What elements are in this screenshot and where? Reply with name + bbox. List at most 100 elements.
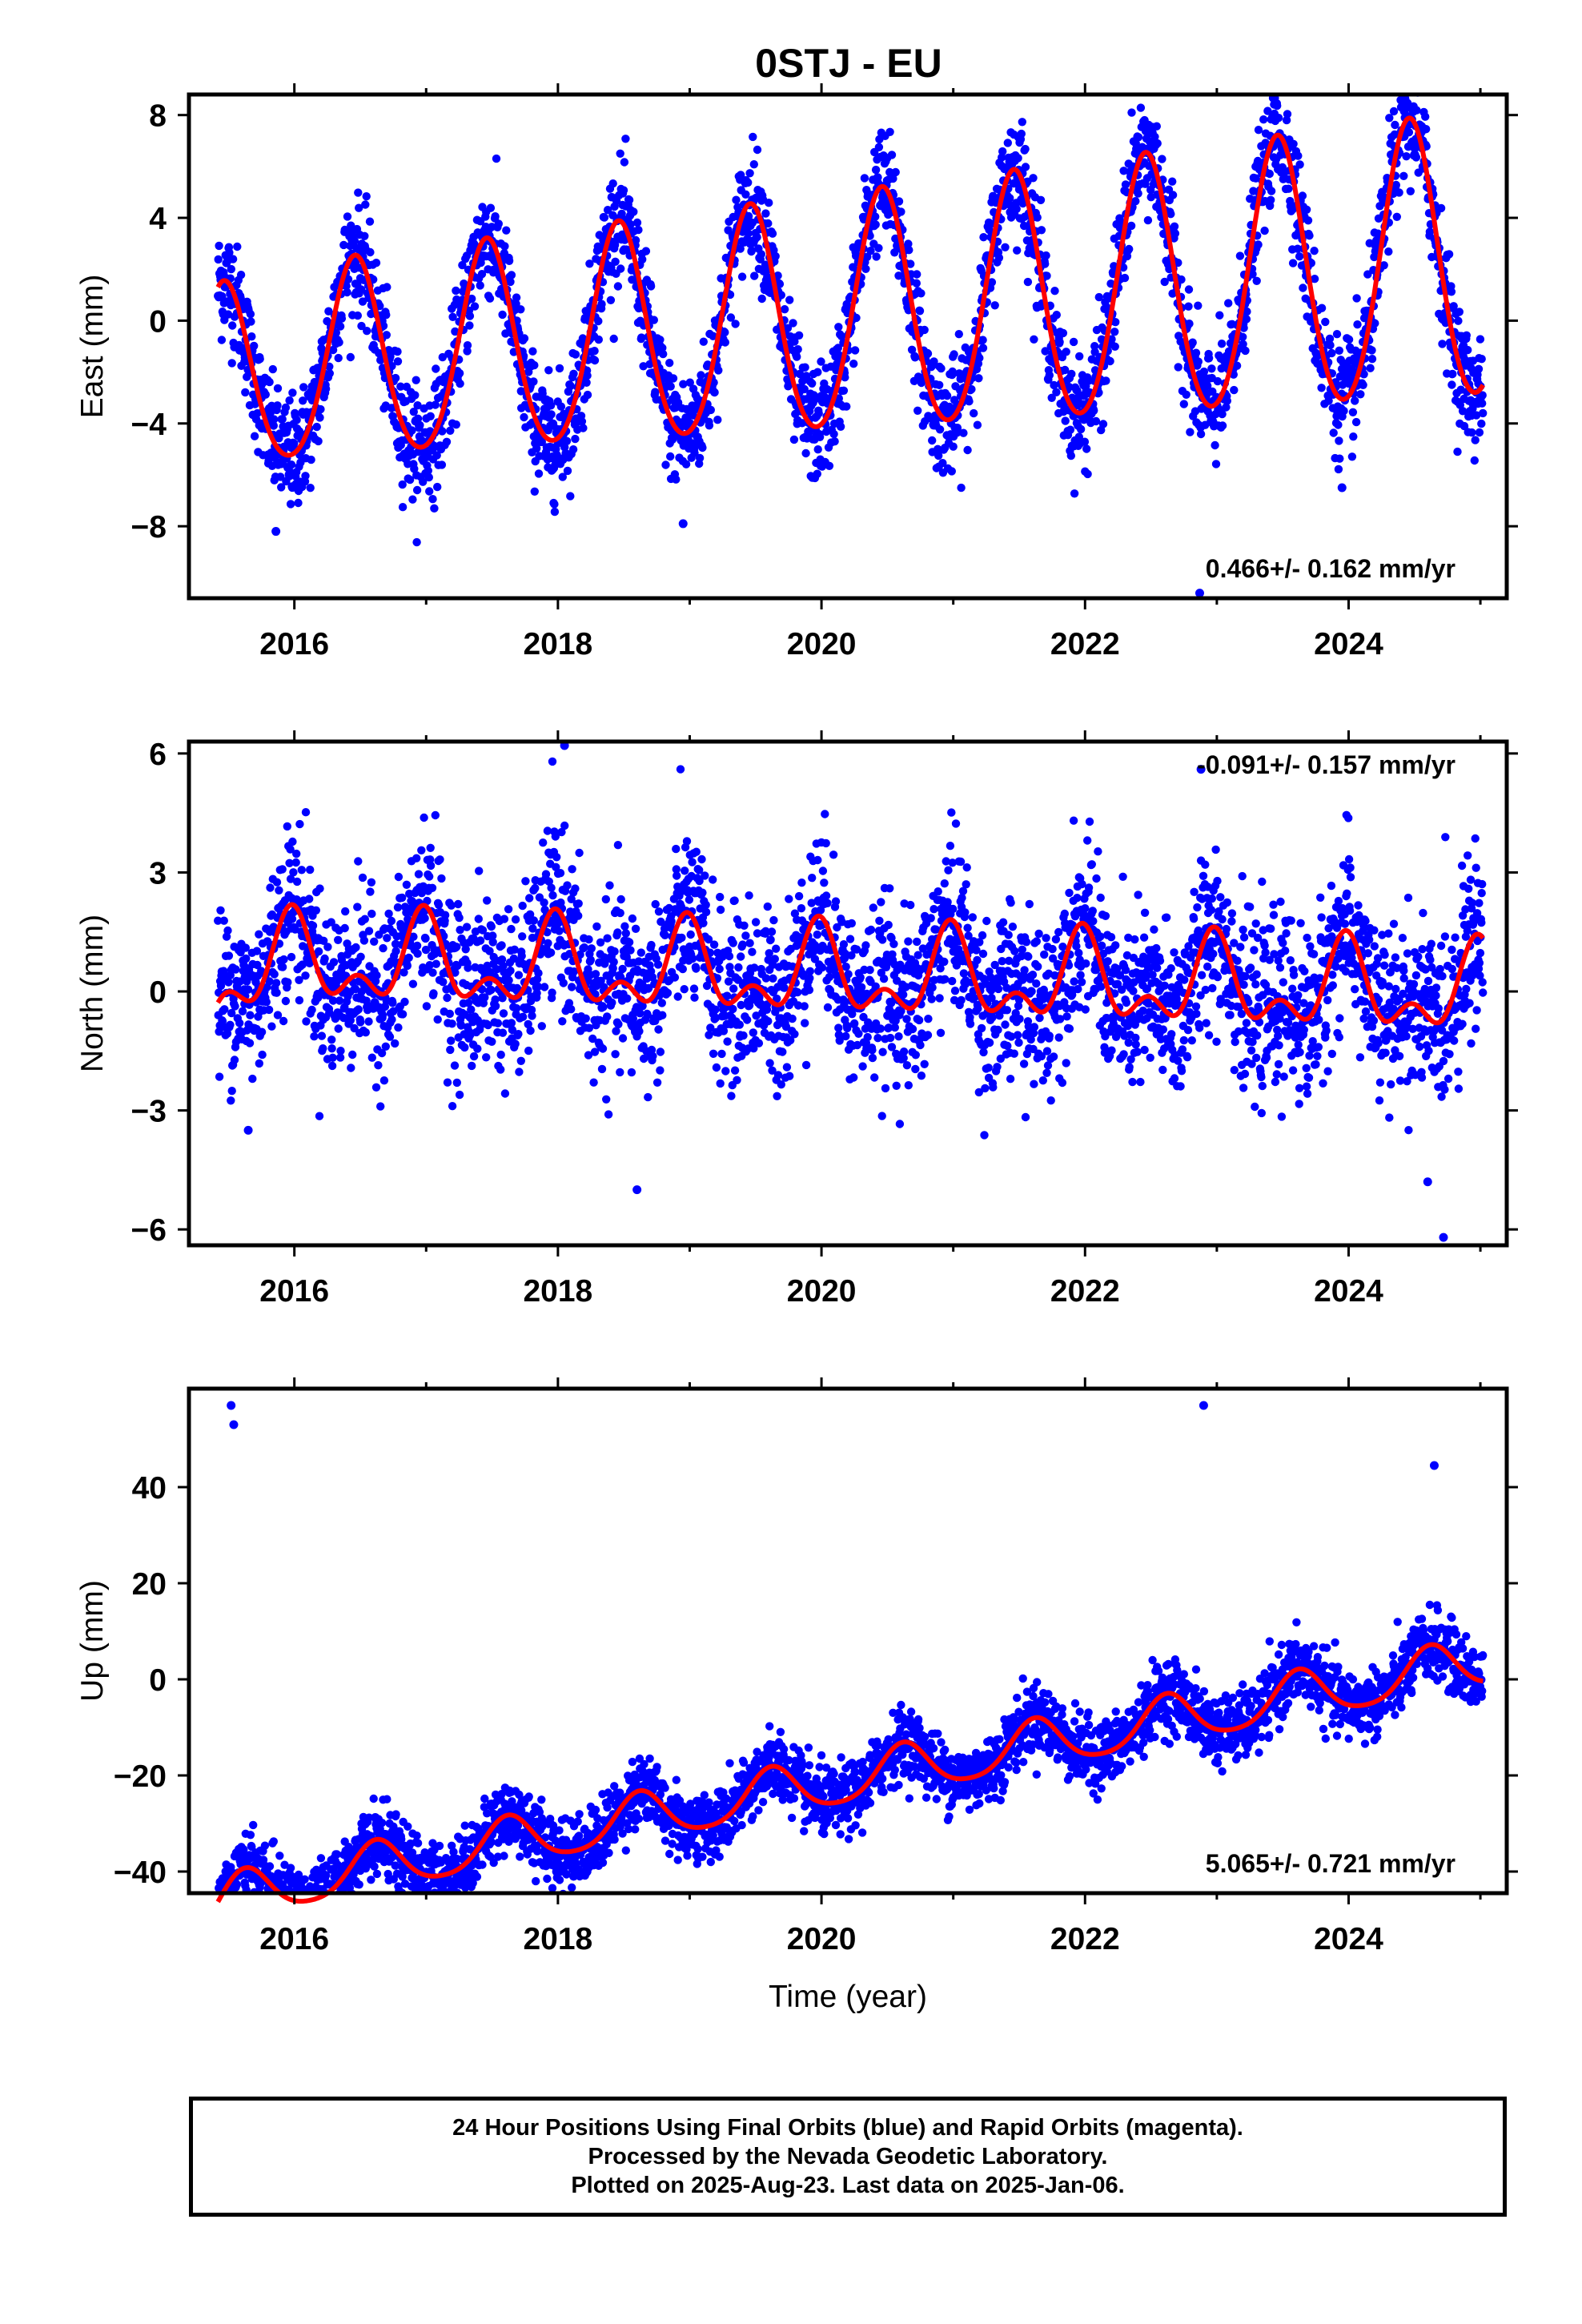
data-point <box>1143 215 1153 225</box>
data-point <box>583 371 592 380</box>
data-point <box>1302 205 1311 214</box>
data-point <box>518 901 527 911</box>
data-point <box>429 441 439 450</box>
data-point <box>1196 429 1206 439</box>
data-point <box>577 417 587 426</box>
data-point <box>362 996 371 1005</box>
data-point <box>1321 317 1330 327</box>
data-point <box>736 244 745 253</box>
data-point <box>1017 129 1026 139</box>
data-point <box>530 360 539 370</box>
data-point <box>507 271 516 279</box>
data-point <box>387 916 396 926</box>
data-point <box>737 952 745 961</box>
data-point <box>485 294 495 303</box>
data-point <box>227 359 236 368</box>
data-point <box>424 466 432 475</box>
data-point <box>620 158 629 167</box>
data-point <box>1294 151 1303 160</box>
data-point <box>1396 74 1404 82</box>
data-point <box>391 939 400 949</box>
data-point <box>299 383 308 392</box>
data-point <box>403 961 412 971</box>
data-point <box>587 944 596 953</box>
data-point <box>590 347 599 356</box>
data-point <box>1106 356 1114 366</box>
data-point <box>1211 460 1221 468</box>
data-point <box>440 911 450 919</box>
data-point <box>1186 428 1195 436</box>
data-point <box>773 271 782 280</box>
data-point <box>721 338 729 347</box>
data-point <box>1082 444 1091 453</box>
data-point <box>550 507 560 517</box>
data-point <box>1050 287 1059 296</box>
data-point <box>428 495 437 504</box>
data-point <box>1224 299 1233 308</box>
data-point <box>328 1053 337 1063</box>
data-point <box>681 866 689 875</box>
data-point <box>688 954 697 963</box>
data-point <box>698 443 707 452</box>
data-point <box>447 1036 456 1045</box>
data-point <box>665 359 674 368</box>
data-point <box>327 1044 336 1053</box>
data-point <box>1252 276 1261 285</box>
data-point <box>492 154 501 163</box>
data-point <box>534 969 543 978</box>
data-point <box>295 975 303 985</box>
data-point <box>470 302 480 311</box>
data-point <box>725 951 734 961</box>
data-point <box>1356 390 1365 399</box>
data-point <box>1412 106 1421 115</box>
data-point <box>712 1063 721 1072</box>
data-point <box>1211 440 1219 450</box>
data-point <box>1468 428 1476 437</box>
data-point <box>1140 82 1148 90</box>
data-point <box>639 362 648 371</box>
data-point <box>913 270 921 279</box>
data-point <box>1160 277 1169 287</box>
data-point <box>340 225 349 235</box>
data-point <box>434 900 444 910</box>
data-point <box>334 1024 343 1033</box>
data-point <box>979 233 988 242</box>
data-point <box>336 1047 345 1055</box>
data-point <box>548 757 557 766</box>
data-point <box>606 296 616 304</box>
data-point <box>571 884 580 893</box>
data-point <box>584 935 593 944</box>
data-point <box>529 377 538 386</box>
data-point <box>272 878 282 887</box>
data-point <box>329 958 339 967</box>
data-point <box>1295 160 1304 169</box>
data-point <box>703 360 713 369</box>
data-point <box>327 918 335 927</box>
data-point <box>504 256 514 265</box>
data-point <box>384 909 393 919</box>
data-point <box>698 888 707 897</box>
data-point <box>737 272 747 281</box>
data-point <box>422 1002 432 1011</box>
data-point <box>585 259 594 268</box>
data-point <box>1120 273 1130 283</box>
data-point <box>817 357 825 366</box>
data-point <box>356 285 366 294</box>
data-point <box>1121 180 1130 189</box>
outlier-point <box>1337 483 1347 493</box>
data-point <box>745 169 754 178</box>
data-point <box>1006 194 1014 203</box>
data-point <box>483 896 492 905</box>
data-point <box>514 1030 523 1039</box>
data-point <box>569 369 578 378</box>
data-point <box>574 899 583 908</box>
data-point <box>567 1005 576 1014</box>
data-point <box>247 332 256 341</box>
data-point <box>335 1053 345 1062</box>
outlier-point <box>271 527 281 537</box>
data-point <box>530 487 539 496</box>
data-point <box>476 936 485 945</box>
data-point <box>616 149 624 158</box>
